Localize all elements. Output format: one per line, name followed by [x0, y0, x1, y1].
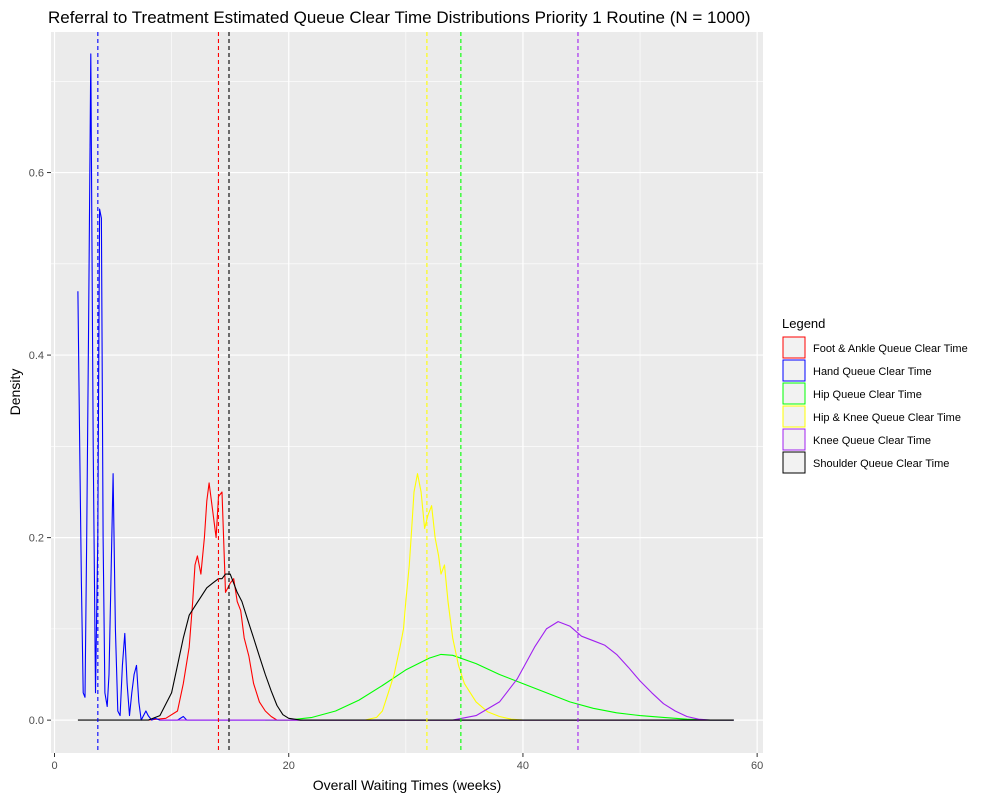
shoulder-queue-clear-time-density-line: [77, 573, 734, 721]
legend-label-hand-queue-clear-time: Hand Queue Clear Time: [813, 366, 932, 378]
legend: Legend Foot & Ankle Queue Clear Time Hand…: [782, 316, 968, 474]
legend-title: Legend: [782, 316, 825, 331]
y-tick-label: 0.2: [29, 533, 44, 545]
x-tick-label: 20: [283, 760, 295, 772]
axes: 0 20 40 60 0.0 0.2 0.4 0.6: [29, 168, 764, 772]
legend-label-foot-and-ankle-queue-clear-time: Foot & Ankle Queue Clear Time: [813, 343, 968, 355]
legend-label-hip-queue-clear-time: Hip Queue Clear Time: [813, 389, 922, 401]
x-tick-label: 40: [517, 760, 529, 772]
legend-label-knee-queue-clear-time: Knee Queue Clear Time: [813, 435, 931, 447]
y-tick-label: 0.6: [29, 168, 44, 180]
y-tick-label: 0.0: [29, 715, 44, 727]
knee-queue-clear-time-density-line: [159, 621, 734, 721]
legend-key-shoulder-queue-clear-time: [782, 451, 806, 474]
legend-key-hand-queue-clear-time: [782, 359, 806, 382]
hip-queue-clear-time-density-line: [265, 653, 734, 721]
plot-panel: [51, 32, 763, 753]
x-tick-label: 0: [51, 760, 57, 772]
legend-label-hip-and-knee-queue-clear-time: Hip & Knee Queue Clear Time: [813, 412, 961, 424]
legend-key-hip-queue-clear-time: [782, 382, 806, 405]
y-axis-title: Density: [7, 369, 23, 416]
legend-key-hip-and-knee-queue-clear-time: [782, 405, 806, 428]
legend-label-shoulder-queue-clear-time: Shoulder Queue Clear Time: [813, 458, 949, 470]
legend-key-foot-and-ankle-queue-clear-time: [782, 336, 806, 359]
legend-key-knee-queue-clear-time: [782, 428, 806, 451]
hand-queue-clear-time-density-line: [77, 53, 734, 721]
density-curves: [77, 53, 734, 721]
legend-items: Foot & Ankle Queue Clear Time Hand Queue …: [782, 336, 968, 474]
hip-and-knee-queue-clear-time-density-line: [364, 473, 523, 721]
y-tick-label: 0.4: [29, 350, 44, 362]
foot-and-ankle-queue-clear-time-density-line: [148, 482, 734, 721]
x-tick-label: 60: [751, 760, 763, 772]
chart-title: Referral to Treatment Estimated Queue Cl…: [48, 8, 751, 27]
mean-lines: [97, 32, 579, 753]
x-axis-title: Overall Waiting Times (weeks): [313, 777, 502, 793]
